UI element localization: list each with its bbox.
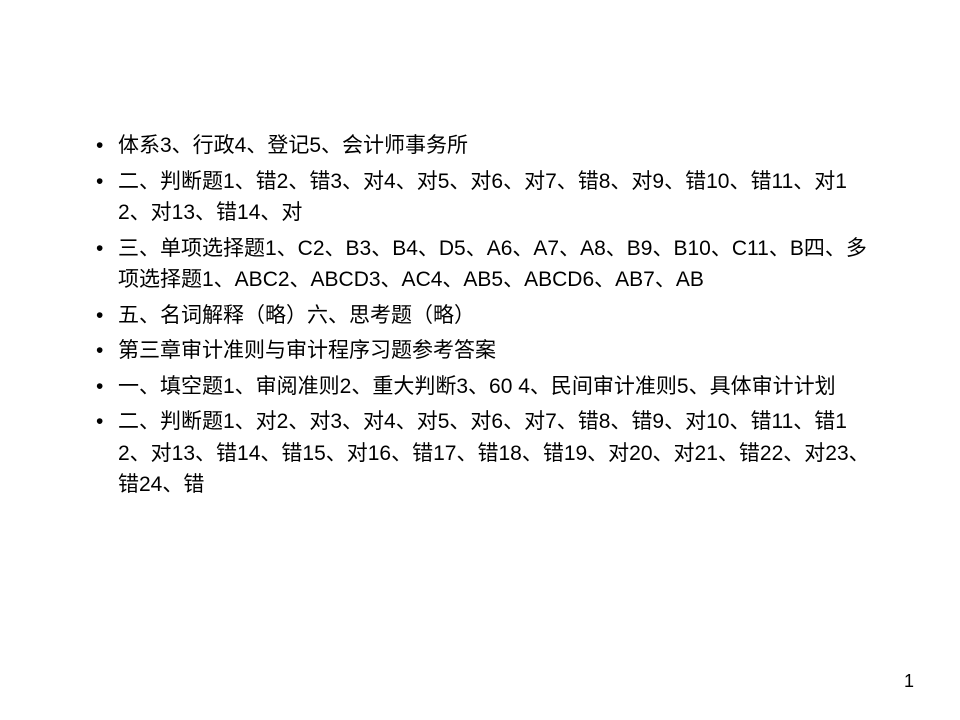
list-item: 二、判断题1、对2、对3、对4、对5、对6、对7、错8、错9、对10、错11、错… (90, 406, 870, 501)
list-item: 二、判断题1、错2、错3、对4、对5、对6、对7、错8、对9、错10、错11、对… (90, 166, 870, 229)
list-item: 五、名词解释（略）六、思考题（略） (90, 300, 870, 332)
bullet-list: 体系3、行政4、登记5、会计师事务所 二、判断题1、错2、错3、对4、对5、对6… (90, 130, 870, 501)
list-item: 三、单项选择题1、C2、B3、B4、D5、A6、A7、A8、B9、B10、C11… (90, 233, 870, 296)
list-item: 第三章审计准则与审计程序习题参考答案 (90, 335, 870, 367)
list-item: 体系3、行政4、登记5、会计师事务所 (90, 130, 870, 162)
list-item: 一、填空题1、审阅准则2、重大判断3、60 4、民间审计准则5、具体审计计划 (90, 371, 870, 403)
slide-container: 体系3、行政4、登记5、会计师事务所 二、判断题1、错2、错3、对4、对5、对6… (0, 0, 960, 720)
page-number: 1 (904, 671, 914, 692)
